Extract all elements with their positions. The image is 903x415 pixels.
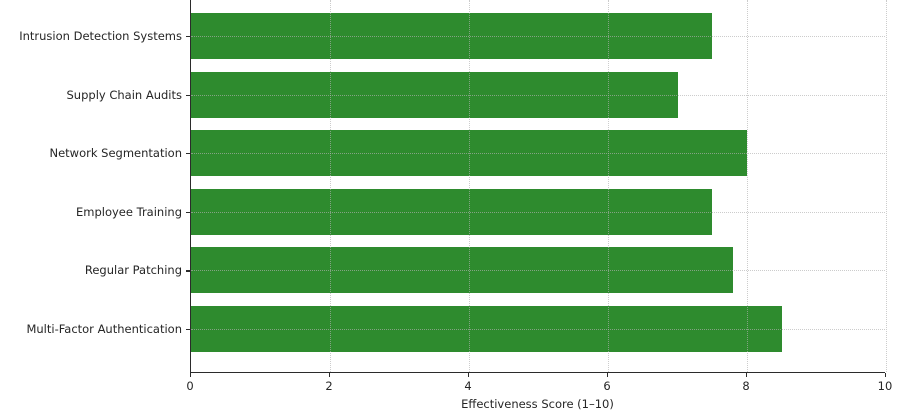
y-axis-label: Employee Training [76,204,182,219]
y-axis-label: Intrusion Detection Systems [19,29,182,43]
vertical-gridline [469,0,470,372]
y-tick-mark [186,211,190,213]
x-tick-mark [190,373,192,377]
x-tick-label: 0 [186,379,194,393]
vertical-gridline [608,0,609,372]
y-axis-label: Supply Chain Audits [66,87,183,102]
x-tick-mark [885,373,887,377]
plot-area [190,0,887,373]
x-axis-title: Effectiveness Score (1–10) [461,397,614,411]
horizontal-gridline [191,94,885,96]
x-tick-label: 4 [464,379,472,393]
x-tick-mark [329,373,331,377]
x-tick-label: 8 [742,379,750,393]
x-tick-mark [746,373,748,377]
y-tick-mark [186,153,190,155]
horizontal-gridline [191,270,885,272]
y-tick-mark [186,36,190,38]
vertical-gridline [886,0,887,372]
y-tick-mark [186,329,190,331]
y-axis-label: Network Segmentation [49,146,183,161]
x-tick-label: 6 [603,379,611,393]
x-tick-mark [607,373,609,377]
y-axis-label: Regular Patching [84,263,182,278]
x-tick-mark [468,373,470,377]
x-tick-label: 2 [325,379,333,393]
x-tick-label: 10 [877,379,893,393]
horizontal-gridline [191,153,885,155]
horizontal-gridline [191,36,885,37]
horizontal-gridline [191,329,885,330]
vertical-gridline [330,0,331,372]
horizontal-gridline [191,211,885,213]
y-axis-label: Multi-Factor Authentication [26,322,182,336]
y-tick-mark [186,270,190,272]
y-tick-mark [186,94,190,96]
vertical-gridline [747,0,748,372]
